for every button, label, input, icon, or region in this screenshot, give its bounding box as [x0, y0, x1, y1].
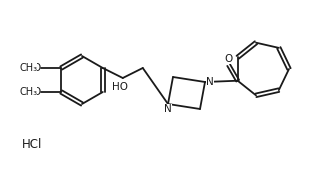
Text: O: O — [32, 63, 40, 73]
Text: O: O — [32, 87, 40, 97]
Text: CH₃: CH₃ — [19, 87, 37, 97]
Text: CH₃: CH₃ — [19, 63, 37, 73]
Text: HCl: HCl — [22, 138, 42, 152]
Text: N: N — [164, 104, 172, 114]
Text: N: N — [206, 77, 214, 87]
Text: O: O — [224, 54, 233, 64]
Text: HO: HO — [112, 82, 128, 92]
